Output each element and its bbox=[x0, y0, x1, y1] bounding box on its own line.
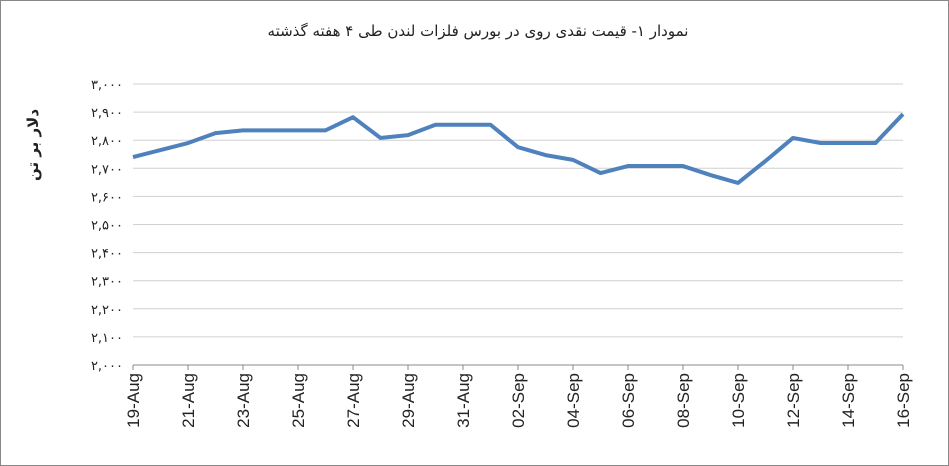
x-tick-label: 06-Sep bbox=[619, 373, 638, 428]
x-tick-label: 21-Aug bbox=[179, 373, 198, 428]
y-tick-label: ۲,۷۰۰ bbox=[91, 162, 123, 177]
x-tick-label: 19-Aug bbox=[124, 373, 143, 428]
x-tick-label: 25-Aug bbox=[289, 373, 308, 428]
y-tick-label: ۲,۴۰۰ bbox=[91, 247, 123, 262]
y-tick-label: ۲,۱۰۰ bbox=[91, 331, 123, 346]
data-line bbox=[132, 112, 905, 185]
y-tick-label: ۲,۸۰۰ bbox=[91, 134, 123, 149]
x-tick-label: 02-Sep bbox=[509, 373, 528, 428]
x-tick-label: 23-Aug bbox=[234, 373, 253, 428]
y-tick-label: ۲,۹۰۰ bbox=[91, 106, 123, 121]
y-tick-label: ۳,۰۰۰ bbox=[91, 78, 123, 93]
x-tick-label: 31-Aug bbox=[454, 373, 473, 428]
x-tick-label: 16-Sep bbox=[894, 373, 913, 428]
x-tick-label: 27-Aug bbox=[344, 373, 363, 428]
y-tick-label: ۲,۶۰۰ bbox=[91, 190, 123, 205]
y-tick-label: ۲,۳۰۰ bbox=[91, 275, 123, 290]
x-tick-label: 29-Aug bbox=[399, 373, 418, 428]
chart-title: نمودار ۱- قیمت نقدی روی در بورس فلزات لن… bbox=[268, 22, 689, 40]
x-tick-label: 14-Sep bbox=[839, 373, 858, 428]
x-tick-label: 04-Sep bbox=[564, 373, 583, 428]
y-tick-label: ۲,۰۰۰ bbox=[91, 359, 123, 374]
y-axis-label: دلار بر تن bbox=[24, 109, 42, 181]
y-tick-label: ۲,۲۰۰ bbox=[91, 303, 123, 318]
y-tick-label: ۲,۵۰۰ bbox=[91, 219, 123, 234]
x-tick-label: 12-Sep bbox=[784, 373, 803, 428]
x-tick-label: 10-Sep bbox=[729, 373, 748, 428]
x-tick-label: 08-Sep bbox=[674, 373, 693, 428]
